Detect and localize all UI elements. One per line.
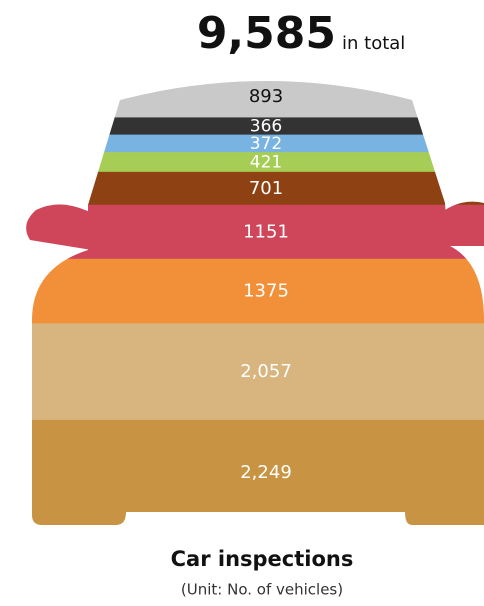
value-label: 701 — [249, 178, 283, 199]
segment — [26, 171, 484, 205]
value-label: 2,249 — [240, 462, 292, 483]
segment — [26, 419, 484, 525]
footer-title: Car inspections — [171, 547, 354, 571]
value-label: 2,057 — [240, 361, 292, 382]
value-label: 421 — [250, 152, 282, 172]
car-shape — [26, 81, 484, 525]
segment — [26, 204, 484, 259]
value-label: 372 — [250, 134, 282, 154]
value-label: 366 — [250, 117, 282, 137]
segment — [26, 116, 484, 135]
total-value: 9,585 — [197, 8, 336, 59]
value-label: 1151 — [243, 221, 289, 242]
value-label: 893 — [249, 86, 283, 107]
value-label: 1375 — [243, 281, 289, 302]
footer-subtitle: (Unit: No. of vehicles) — [181, 581, 343, 599]
total-suffix: in total — [342, 33, 405, 54]
segment — [26, 81, 484, 118]
segment — [26, 134, 484, 153]
segment — [26, 322, 484, 420]
segment — [26, 151, 484, 172]
segment — [26, 258, 484, 324]
